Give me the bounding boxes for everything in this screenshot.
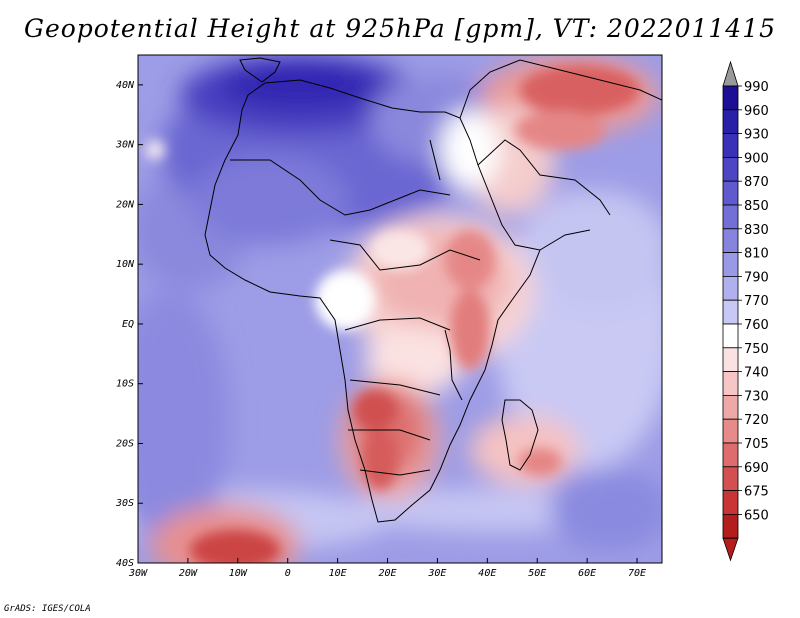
y-tick-label: 20N bbox=[116, 199, 135, 210]
colorbar-label: 870 bbox=[744, 175, 769, 190]
height-field bbox=[138, 55, 662, 563]
colorbar-swatch bbox=[722, 466, 739, 491]
y-tick-label: 30S bbox=[115, 498, 134, 509]
x-tick-label: 60E bbox=[578, 568, 596, 579]
x-tick-label: 50E bbox=[528, 568, 546, 579]
colorbar-label: 675 bbox=[744, 485, 769, 500]
colorbar-label: 770 bbox=[744, 294, 769, 309]
colorbar-swatch bbox=[722, 204, 739, 230]
colorbar-label: 810 bbox=[744, 247, 769, 262]
y-tick-label: 30N bbox=[115, 140, 135, 151]
x-tick-label: 30E bbox=[427, 568, 446, 579]
colorbar-swatch bbox=[722, 514, 739, 539]
colorbar-label: 900 bbox=[744, 151, 769, 166]
colorbar-swatch bbox=[722, 418, 739, 444]
colorbar-bottom-arrow bbox=[722, 537, 739, 562]
x-tick-label: 10W bbox=[229, 568, 248, 579]
colorbar-label: 990 bbox=[744, 80, 769, 95]
colorbar-label: 690 bbox=[744, 461, 769, 476]
map-title: Geopotential Height at 925hPa [gpm], VT:… bbox=[23, 14, 777, 43]
y-axis: 40N 30N 20N 10N EQ 10S 20S 30S 40S bbox=[115, 80, 143, 569]
colorbar-swatch bbox=[722, 490, 739, 515]
colorbar-swatch bbox=[722, 347, 739, 372]
colorbar-swatch bbox=[722, 275, 739, 301]
x-tick-label: 0 bbox=[285, 568, 291, 579]
colorbar-swatch bbox=[722, 252, 739, 277]
colorbar-label: 930 bbox=[744, 128, 769, 143]
coastlines bbox=[204, 57, 662, 523]
x-tick-label: 70E bbox=[628, 568, 646, 579]
y-tick-label: 20S bbox=[116, 438, 134, 449]
colorbar: 990 960 930 900 870 850 830 810 790 770 760 750 740 7… bbox=[722, 60, 769, 562]
y-tick-label: 10N bbox=[116, 259, 135, 270]
x-tick-label: 30W bbox=[128, 568, 148, 579]
colorbar-label: 790 bbox=[744, 270, 769, 285]
colorbar-label: 650 bbox=[744, 508, 769, 523]
colorbar-label: 750 bbox=[744, 342, 769, 357]
colorbar-swatch bbox=[722, 228, 739, 254]
colorbar-label: 830 bbox=[744, 223, 769, 238]
colorbar-swatch bbox=[722, 109, 739, 135]
colorbar-label: 705 bbox=[744, 437, 769, 452]
colorbar-label: 760 bbox=[744, 318, 769, 333]
y-tick-label: 40S bbox=[116, 558, 134, 569]
colorbar-swatch bbox=[722, 133, 739, 158]
x-tick-label: 10E bbox=[329, 568, 347, 579]
map-frame bbox=[137, 54, 663, 564]
colorbar-label: 720 bbox=[744, 413, 769, 428]
colorbar-swatch bbox=[722, 442, 739, 468]
colorbar-label: 960 bbox=[744, 104, 769, 119]
colorbar-swatch bbox=[722, 371, 739, 396]
x-axis: 30W 20W 10W 0 10E 20E 30E 40E 50E 60E 70E bbox=[128, 558, 646, 579]
x-tick-label: 40E bbox=[478, 568, 496, 579]
colorbar-label: 740 bbox=[744, 366, 769, 381]
colorbar-label: 850 bbox=[744, 199, 769, 214]
colorbar-swatch bbox=[722, 394, 739, 420]
colorbar-swatch bbox=[722, 85, 739, 111]
grads-credit: GrADS: IGES/COLA bbox=[4, 604, 91, 614]
colorbar-swatch bbox=[722, 299, 739, 325]
colorbar-swatch bbox=[722, 156, 739, 182]
colorbar-swatch bbox=[722, 180, 739, 206]
x-tick-label: 20W bbox=[179, 568, 198, 579]
colorbar-label: 730 bbox=[744, 389, 769, 404]
y-tick-label: EQ bbox=[122, 319, 134, 330]
x-tick-label: 20E bbox=[378, 568, 396, 579]
colorbar-swatch bbox=[722, 323, 739, 349]
y-tick-label: 10S bbox=[116, 379, 134, 390]
colorbar-top-arrow bbox=[722, 60, 739, 87]
y-tick-label: 40N bbox=[116, 80, 135, 91]
